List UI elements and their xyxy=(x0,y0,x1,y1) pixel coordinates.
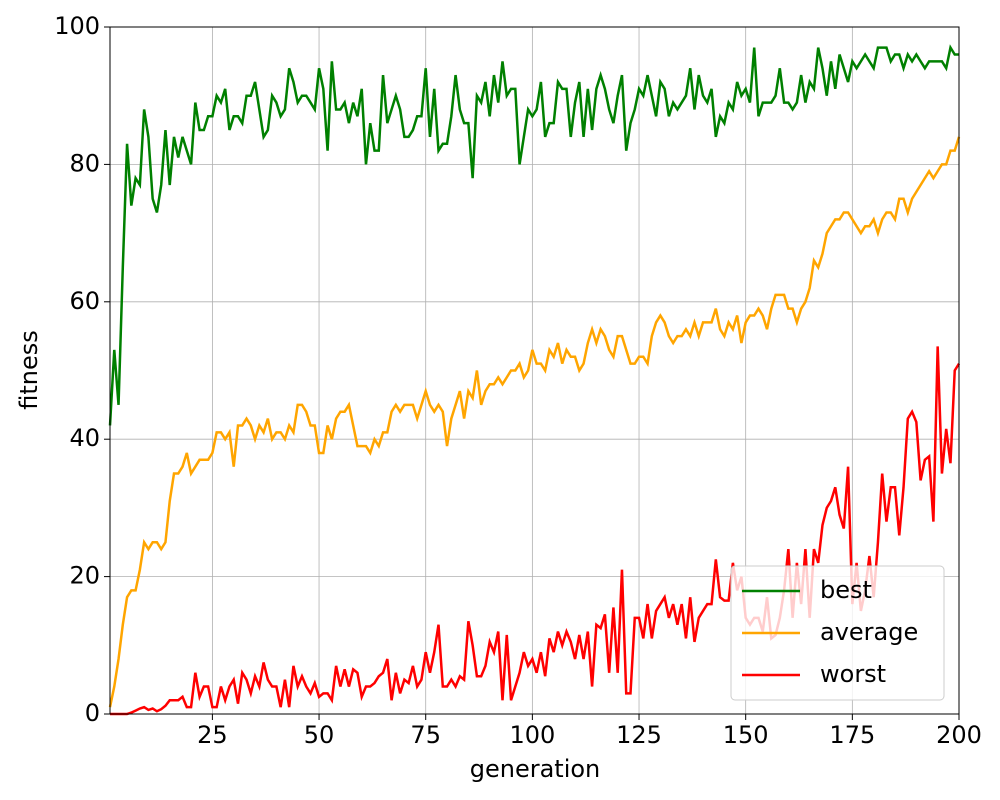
x-tick-label: 125 xyxy=(616,721,662,749)
x-tick-label: 175 xyxy=(829,721,875,749)
y-axis-label: fitness xyxy=(15,330,43,410)
y-tick-label: 40 xyxy=(69,424,100,452)
legend-label: average xyxy=(820,618,918,646)
series-line xyxy=(108,136,961,708)
legend-label: best xyxy=(820,576,872,604)
series-line xyxy=(110,346,961,716)
x-tick-label: 50 xyxy=(304,721,335,749)
x-tick-label: 100 xyxy=(509,721,555,749)
y-tick-label: 100 xyxy=(54,12,100,40)
y-tick-label: 20 xyxy=(69,562,100,590)
x-tick-label: 200 xyxy=(936,721,982,749)
legend: best average worst xyxy=(730,565,945,701)
x-axis-label: generation xyxy=(470,755,601,783)
legend-label: worst xyxy=(820,660,886,688)
x-tick-label: 150 xyxy=(723,721,769,749)
y-tick-label: 0 xyxy=(85,699,100,727)
y-tick-label: 60 xyxy=(69,287,100,315)
plot-frame xyxy=(109,26,960,715)
series-line xyxy=(108,44,959,426)
x-tick-label: 75 xyxy=(410,721,441,749)
x-tick-label: 25 xyxy=(197,721,228,749)
y-tick-label: 80 xyxy=(69,149,100,177)
legend-box xyxy=(730,565,945,701)
